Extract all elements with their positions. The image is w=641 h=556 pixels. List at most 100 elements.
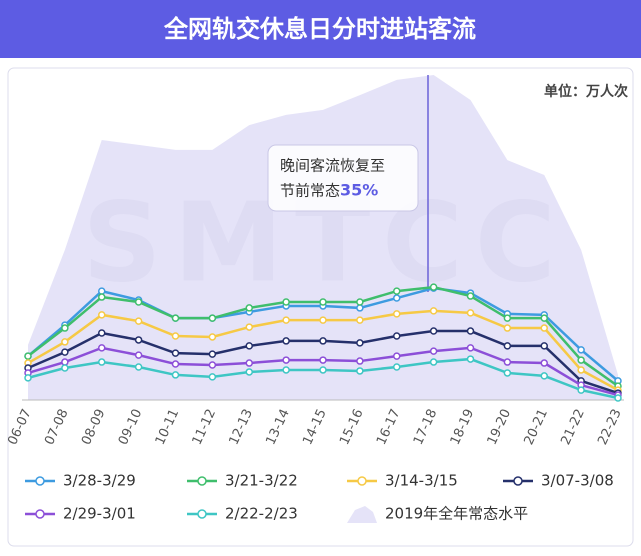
point <box>98 293 106 301</box>
point <box>208 373 217 381</box>
point <box>503 342 512 350</box>
legend-label: 3/28-3/29 <box>63 472 136 490</box>
point <box>577 346 585 354</box>
point <box>134 317 143 325</box>
point <box>208 361 217 369</box>
point <box>61 364 69 372</box>
legend-marker <box>197 476 207 486</box>
point <box>614 394 622 402</box>
point <box>282 366 290 374</box>
annotation-text: 晚间客流恢复至 <box>280 157 385 175</box>
point <box>356 339 364 347</box>
annotation-text: 节前常态 <box>280 182 340 200</box>
legend-label: 3/07-3/08 <box>541 472 614 490</box>
point <box>208 333 217 341</box>
point <box>319 298 327 306</box>
point <box>503 314 512 322</box>
point <box>356 298 364 306</box>
point <box>429 307 438 315</box>
legend-label: 3/21-3/22 <box>225 472 298 490</box>
point <box>245 368 253 376</box>
point <box>61 348 69 356</box>
point <box>466 355 475 363</box>
legend-swatch <box>347 506 377 523</box>
point <box>282 298 290 306</box>
point <box>282 337 290 345</box>
point <box>393 332 401 340</box>
point <box>393 310 401 318</box>
point <box>208 314 217 322</box>
point <box>393 287 401 295</box>
point <box>98 329 106 337</box>
point <box>429 327 438 335</box>
point <box>134 363 143 371</box>
point <box>245 323 253 331</box>
point <box>356 316 364 324</box>
point <box>98 358 106 366</box>
point <box>577 366 585 374</box>
legend-label: 2/22-2/23 <box>225 505 298 523</box>
point <box>503 369 512 377</box>
legend-label: 3/14-3/15 <box>385 472 458 490</box>
point <box>540 359 548 367</box>
point <box>171 332 180 340</box>
point <box>171 371 180 379</box>
point <box>245 359 253 367</box>
point <box>466 344 475 352</box>
point <box>61 358 69 366</box>
point <box>540 342 548 350</box>
point <box>466 292 475 300</box>
point <box>503 324 512 332</box>
legend-marker <box>35 476 45 486</box>
point <box>282 316 290 324</box>
annotation-box <box>267 144 419 212</box>
title-banner <box>0 0 641 58</box>
point <box>171 349 180 357</box>
point <box>356 357 364 365</box>
point <box>171 314 180 322</box>
point <box>282 356 290 364</box>
point <box>356 367 364 375</box>
point <box>356 304 364 312</box>
point <box>540 324 548 332</box>
unit-label: 单位：万人次 <box>544 83 628 100</box>
point <box>429 358 438 366</box>
legend-marker <box>357 476 367 486</box>
legend-label: 2/29-3/01 <box>63 505 136 523</box>
point <box>319 356 327 364</box>
point <box>98 311 106 319</box>
point <box>134 336 143 344</box>
chart-title: 全网轨交休息日分时进站客流 <box>163 15 476 43</box>
point <box>98 344 106 352</box>
point <box>61 338 69 346</box>
point <box>98 287 106 295</box>
point <box>540 314 548 322</box>
point <box>24 352 32 360</box>
point <box>393 352 401 360</box>
point <box>540 372 548 380</box>
point <box>245 342 253 350</box>
point <box>134 351 143 359</box>
point <box>245 304 253 312</box>
point <box>466 309 475 317</box>
point <box>393 294 401 302</box>
point <box>134 298 143 306</box>
legend-marker <box>35 509 45 519</box>
point <box>24 374 32 382</box>
point <box>466 327 475 335</box>
point <box>319 366 327 374</box>
point <box>429 347 438 355</box>
point <box>208 350 217 358</box>
annotation-highlight: 35% <box>340 181 378 200</box>
legend-marker <box>197 509 207 519</box>
point <box>503 358 512 366</box>
legend-marker <box>513 476 523 486</box>
point <box>577 386 585 394</box>
point <box>577 356 585 364</box>
point <box>61 324 69 332</box>
point <box>393 363 401 371</box>
point <box>429 283 438 291</box>
point <box>319 316 327 324</box>
